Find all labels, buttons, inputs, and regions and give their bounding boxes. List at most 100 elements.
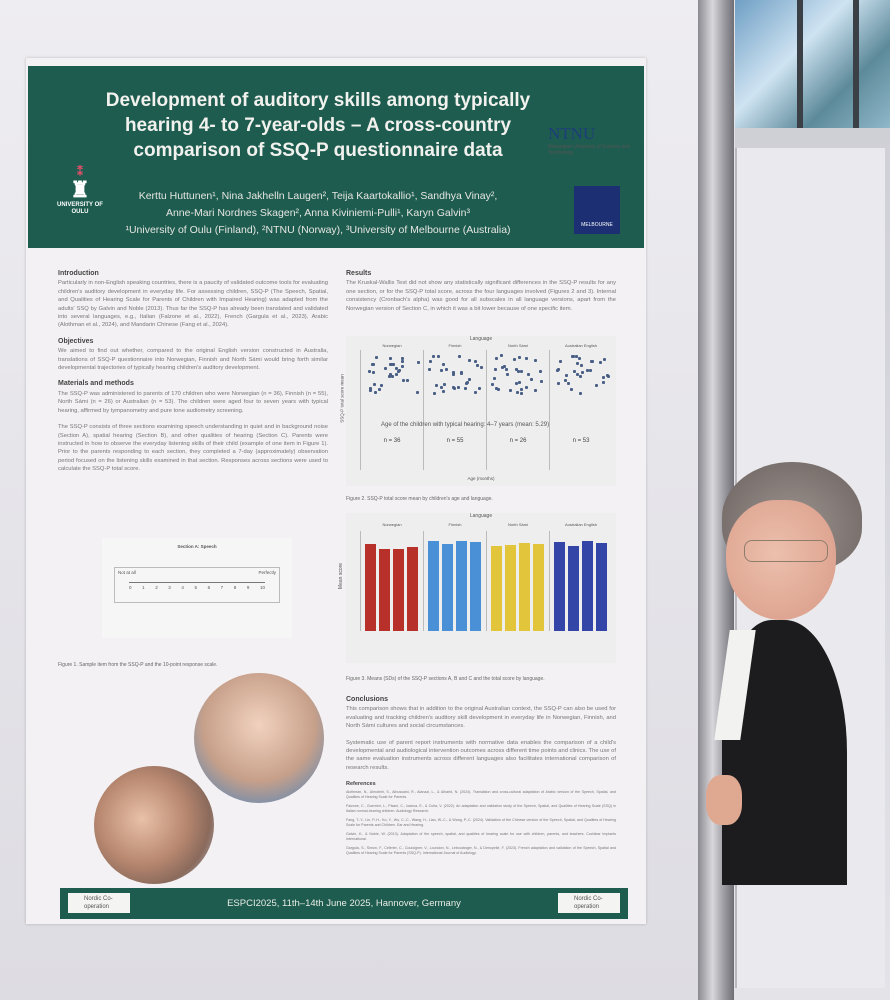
scatter-point [391, 362, 395, 366]
scatter-point [440, 385, 444, 389]
scatter-point [590, 360, 594, 364]
oulu-castle-icon: ♜ [70, 177, 90, 202]
oulu-logo: ⁑ ♜ UNIVERSITY OF OULU [50, 166, 110, 216]
scatter-point [437, 355, 441, 359]
scatter-point [514, 368, 518, 372]
scatter-point [394, 366, 398, 370]
figure-2-ylabel: SSQ-P total score mean [339, 374, 345, 423]
ntnu-subtitle: Norwegian University of Science and Tech… [548, 144, 630, 156]
scatter-point [374, 355, 378, 359]
scatter-point [538, 369, 542, 373]
objectives-heading: Objectives [58, 337, 94, 345]
n-label: n = 53 [572, 438, 590, 444]
scatter-point [457, 354, 461, 358]
authors-line: Kerttu Huttunen¹, Nina Jakhelln Laugen²,… [138, 190, 498, 202]
objectives-text: We aimed to find out whether, compared t… [58, 348, 328, 372]
scatter-point [520, 391, 524, 395]
scatter-point [401, 360, 405, 363]
scale-right-label: Perfectly [258, 570, 276, 575]
conference-info: ESPCI2025, 11th–14th June 2025, Hannover… [227, 898, 461, 909]
scale-tick: 9 [246, 585, 250, 590]
facet-label: Finnish [448, 522, 462, 527]
n-label: n = 26 [509, 438, 527, 444]
conclusions-section: Conclusions This comparison shows that i… [346, 690, 616, 860]
scatter-point [495, 356, 499, 360]
scatter-point [434, 384, 438, 388]
scatter-point [445, 367, 449, 371]
bar [505, 545, 516, 631]
figure-3-ylabel: Mean score [338, 562, 345, 590]
scatter-point [589, 368, 593, 372]
figure-2-scatter: Language Norwegian n = 36 Finnish n = 55 Nor… [340, 336, 616, 486]
scatter-point [563, 378, 567, 382]
figure-1: Section A: Speech Not at all Perfectly 0… [102, 538, 292, 638]
scatter-point [374, 391, 378, 395]
scatter-point [529, 378, 533, 382]
scatter-point [580, 363, 584, 367]
conclusions-text: Systematic use of parent report instrume… [346, 739, 616, 771]
bar-facet-0: Norwegian [360, 522, 423, 631]
scatter-point [416, 361, 420, 365]
right-column: Results The Kruskal-Wallis Test did not … [346, 264, 616, 321]
scale-tick: 1 [142, 585, 145, 590]
scatter-point [602, 375, 606, 379]
bar [393, 549, 404, 631]
scatter-point [555, 368, 559, 372]
scatter-point [442, 362, 446, 366]
introduction-text: Particularly in non-English speaking cou… [58, 280, 328, 329]
window-frame [853, 0, 859, 128]
methods-heading: Materials and methods [58, 380, 134, 388]
scatter-point [533, 388, 537, 392]
bar [568, 546, 579, 631]
scatter-point [602, 357, 606, 361]
scatter-point [524, 357, 528, 361]
scatter-point [558, 360, 562, 364]
oulu-rays-icon: ⁑ [77, 165, 83, 179]
scatter-point [457, 385, 460, 389]
scatter-point [601, 381, 605, 385]
scatter-point [468, 359, 472, 362]
scatter-point [605, 373, 609, 377]
scatter-point [515, 382, 519, 386]
scatter-point [520, 388, 524, 392]
scatter-point [571, 355, 575, 359]
scale-tick: 4 [181, 585, 184, 590]
scatter-point [566, 382, 570, 386]
scatter-point [390, 362, 394, 366]
scatter-point [598, 360, 602, 364]
scatter-point [579, 391, 583, 395]
facet-label: Australian English [564, 343, 598, 348]
ntnu-logo-text: NTNU [548, 124, 596, 143]
scatter-point [391, 375, 395, 379]
melbourne-logo-text: MELBOURNE [581, 222, 613, 228]
scatter-point [400, 356, 404, 360]
ntnu-logo: NTNU Norwegian University of Science and … [548, 124, 644, 156]
family-photo [94, 766, 214, 884]
facet-label: Norwegian [382, 343, 402, 348]
scatter-point [389, 357, 393, 361]
scatter-point [478, 386, 482, 390]
scatter-point [515, 390, 519, 394]
figure-3-top-label: Language [469, 513, 493, 519]
conclusions-heading: Conclusions [346, 696, 389, 703]
scatter-point [432, 354, 436, 358]
facet-label: North Sámi [507, 343, 528, 348]
reference-item: Gargula, S., Simon, F., Célérier, C., Co… [346, 845, 616, 855]
nordic-logo-text: Nordic Co-operation [574, 896, 603, 910]
figure-1-caption: Figure 1. Sample item from the SSQ-P and… [58, 662, 218, 668]
scatter-point [516, 369, 520, 373]
scatter-point [380, 383, 384, 387]
scatter-point [572, 369, 576, 373]
scatter-point [452, 387, 456, 391]
bar [407, 547, 418, 631]
scatter-point [519, 370, 523, 374]
scatter-point [401, 378, 405, 382]
scatter-point [575, 355, 579, 359]
references-heading: References [346, 781, 376, 788]
reference-item: Falzone, C., Guerrieri, L., Pisani, C., … [346, 803, 616, 813]
scatter-point [452, 370, 456, 374]
bar [554, 542, 565, 631]
scatter-point [586, 369, 590, 373]
bar [533, 544, 544, 631]
scatter-point [497, 388, 501, 392]
